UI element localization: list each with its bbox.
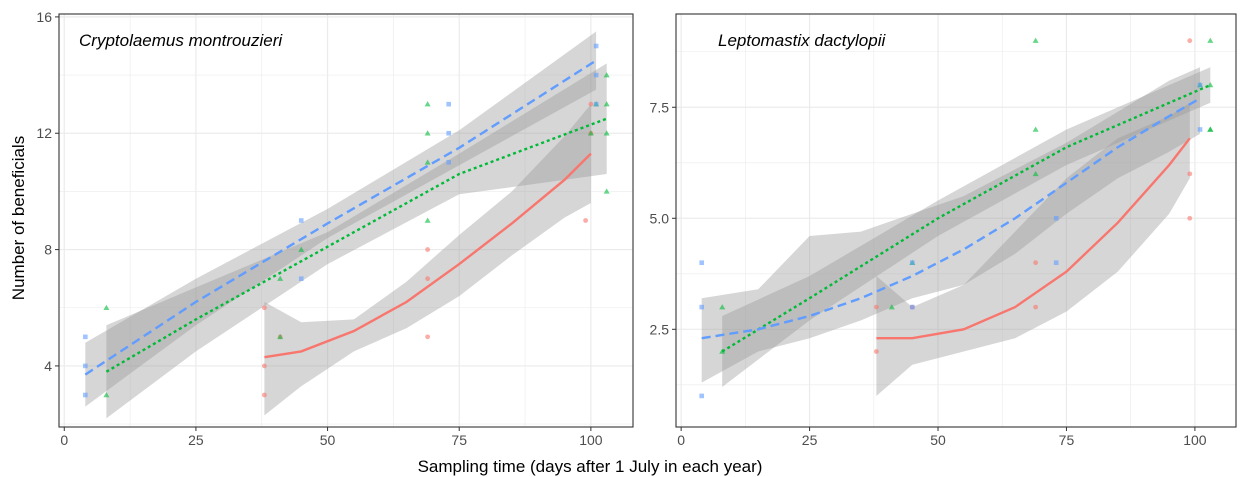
data-point [1187,171,1193,177]
panel-title: Leptomastix dactylopii [718,31,886,50]
data-point [261,363,267,369]
data-point [910,304,915,310]
data-point [699,304,704,310]
y-tick-label: 16 [36,9,52,25]
x-tick-label: 50 [320,432,336,448]
data-point [1053,215,1059,221]
data-point [583,218,589,223]
fit-line [876,137,1191,340]
y-tick-label: 8 [44,242,52,258]
data-point [446,160,451,165]
fit-line [701,97,1201,340]
data-point [261,305,267,311]
x-tick-label: 50 [930,432,946,448]
data-point [1032,126,1039,132]
x-tick-label: 100 [1183,432,1207,448]
data-point [1187,38,1193,44]
data-point [298,246,305,252]
confidence-band [85,31,597,407]
y-tick-label: 4 [44,358,52,374]
data-point [1033,304,1039,310]
data-point [1032,37,1039,43]
data-point [1033,260,1039,266]
data-point [593,101,599,107]
data-point [603,188,610,194]
data-point [888,304,895,310]
x-tick-label: 75 [1059,432,1075,448]
data-point [103,392,110,398]
x-tick-label: 25 [188,432,204,448]
data-point [603,72,610,78]
data-point [1197,127,1203,132]
y-tick-label: 5.0 [650,210,670,226]
data-point [83,363,88,369]
data-point [1207,37,1214,43]
panel-cryptolaemus: 0 25 50 75 100 4 8 12 16 Cryptolaemus montrouzier… [36,9,634,448]
data-point [593,72,599,78]
data-point [424,130,431,136]
data-point [699,260,704,265]
confidence-band [264,104,591,416]
data-point [587,130,594,136]
x-tick-label: 0 [60,432,68,448]
data-point [699,393,704,399]
panel-border [58,13,634,428]
y-tick-label: 7.5 [650,99,670,115]
data-point [277,333,284,340]
data-point [424,217,431,223]
x-tick-label: 100 [579,432,603,448]
data-point [910,260,915,265]
data-point [425,334,431,340]
data-point [425,247,431,252]
data-point [719,304,726,310]
data-point [873,349,879,354]
data-point [446,130,451,136]
panel-leptomastix: 0 25 50 75 100 2.5 5.0 7.5 Leptomastix dactylopi… [650,13,1237,448]
fit-line [721,83,1211,353]
data-point [1032,170,1039,177]
data-point [1207,82,1214,88]
data-point [588,101,594,107]
fit-line [264,152,592,359]
data-point [298,276,304,281]
confidence-band [876,102,1190,396]
data-point [103,304,110,311]
panel-border [675,13,1237,428]
data-point [1187,215,1193,221]
data-point [424,101,431,107]
fit-line [84,59,597,376]
data-point [277,275,284,281]
confidence-band [722,67,1211,388]
x-axis-title: Sampling time (days after 1 July in each… [418,457,763,476]
data-point [1197,82,1203,88]
data-point [261,392,267,398]
y-tick-label: 2.5 [650,321,670,337]
data-point [446,101,451,107]
x-tick-label: 75 [451,432,467,448]
data-point [83,392,88,398]
data-point [1207,126,1214,132]
y-axis-title: Number of beneficials [9,136,28,300]
confidence-band [106,63,607,419]
data-point [424,159,431,165]
data-point [603,101,610,107]
data-point [298,218,304,223]
confidence-band [701,67,1200,383]
plot-background [676,14,1236,427]
data-point [83,334,88,340]
x-tick-label: 0 [677,432,685,448]
data-point [873,304,879,310]
y-tick-label: 12 [36,125,52,141]
data-point [603,130,610,136]
x-tick-label: 25 [802,432,818,448]
data-point [593,43,599,49]
plot-background [59,14,633,427]
panel-title: Cryptolaemus montrouzieri [79,31,283,50]
data-point [1053,260,1059,265]
data-point [425,276,431,282]
fit-line [105,117,608,373]
